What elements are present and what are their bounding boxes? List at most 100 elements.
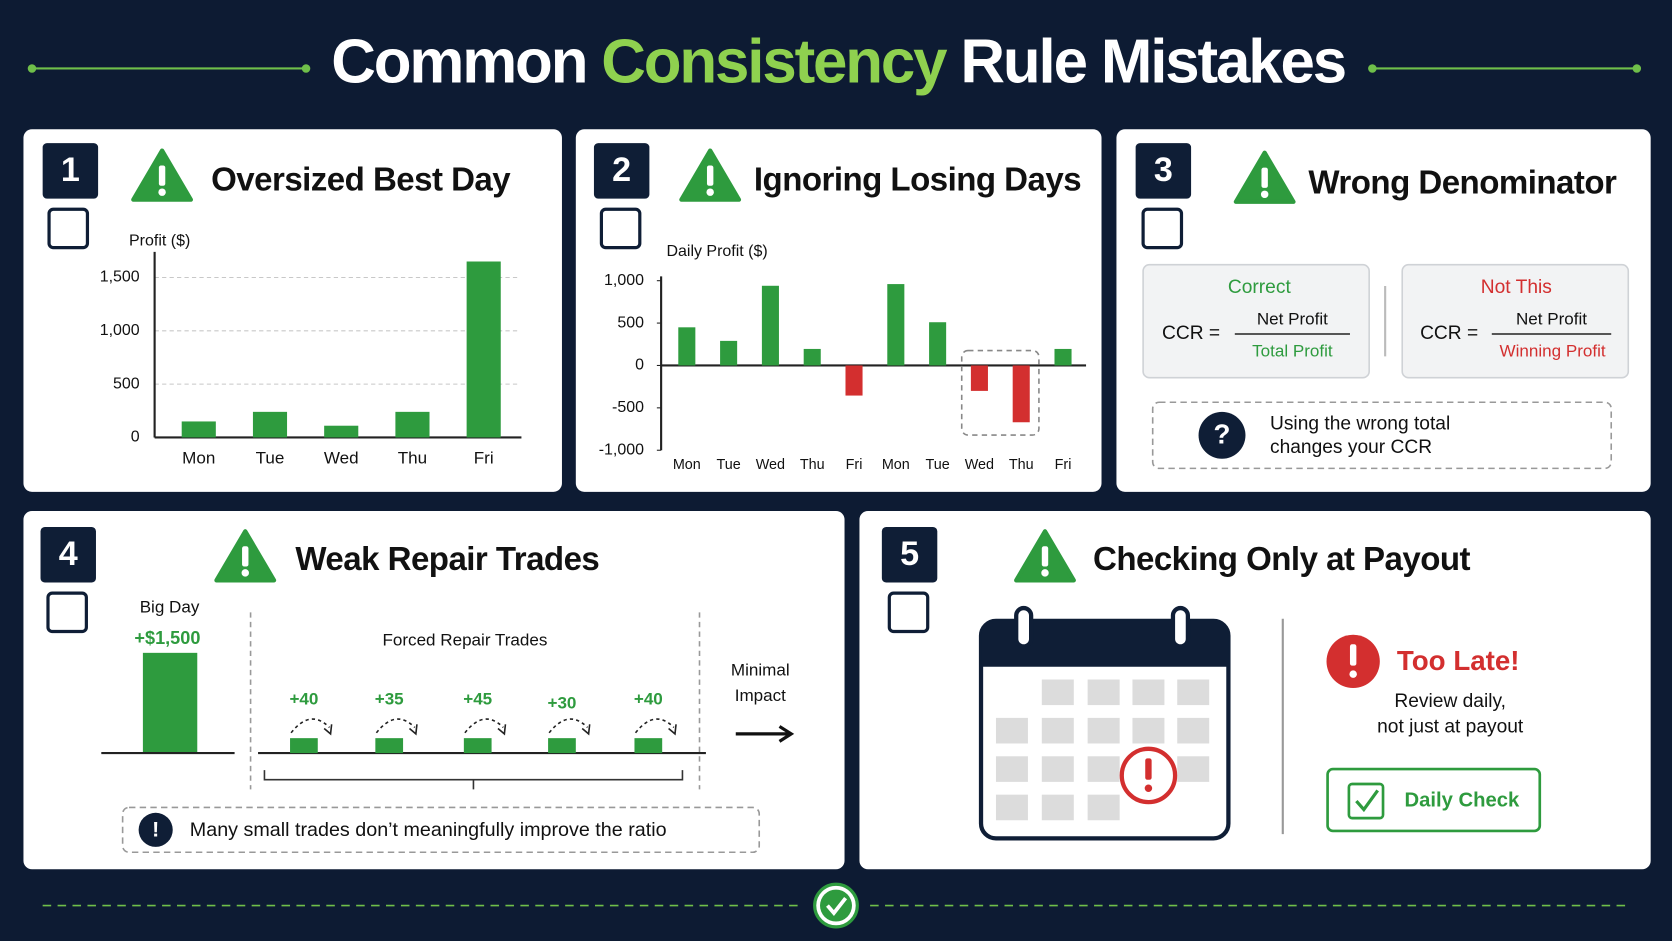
button-label[interactable]: Daily Check [1405,789,1521,811]
note-box [121,806,761,854]
check-mark [1355,789,1379,813]
title-start: Common [331,28,586,97]
card-title: Weak Repair Trades [295,541,599,578]
card-number: 3 [1154,151,1173,189]
note-icon-circle [138,812,173,847]
header-dot [301,64,311,73]
bar [720,340,738,366]
footer-check-mark [826,896,848,916]
alert-mark [1349,670,1357,678]
alert-title: Too Late! [1397,645,1520,676]
panel [1401,263,1630,379]
formula-panel: Correct CCR = Net Profit Total Profit [1142,263,1370,379]
trade-arrowhead [323,724,333,736]
card-title: Checking Only at Payout [1093,541,1471,578]
y-axis-label: Profit ($) [129,232,190,249]
bracket [263,770,684,790]
note-line: changes your CCR [1270,437,1432,458]
formula-lhs: CCR = [1420,323,1478,344]
bar [395,411,430,438]
footer-check [820,889,852,922]
alert-line: Review daily, [1394,691,1506,712]
number-box [42,143,99,199]
trade-bar [463,738,492,754]
x-tick-label: Thu [1009,457,1034,473]
card-number: 1 [61,151,80,189]
bar [252,411,288,438]
checkbox[interactable] [1141,207,1184,250]
bar [466,261,501,438]
checkbox[interactable] [599,207,642,250]
number-box [1135,143,1192,199]
denominator: Total Profit [1252,342,1333,361]
x-tick-label: Fri [474,448,494,467]
x-tick-label: Tue [716,457,740,473]
x-tick-label: Wed [756,457,785,473]
number-box [40,527,96,583]
card-title: Wrong Denominator [1308,164,1617,201]
card [1116,129,1651,492]
y-tick-label: 0 [635,357,644,374]
trade-label: +45 [463,689,492,708]
trade-label: +40 [634,689,663,708]
checkbox[interactable] [887,591,930,634]
alert-mark [1349,644,1357,666]
note-text: Many small trades don’t meaningfully imp… [190,819,667,841]
card-number: 2 [612,151,631,189]
note-icon-circle [1198,411,1246,459]
trade-arrowhead [668,724,677,736]
button-checkbox [1347,782,1385,820]
card-header: 4 Weak Repair Trades [40,527,600,634]
bar [1054,348,1072,366]
checkbox[interactable] [47,207,90,250]
x-tick-label: Fri [1055,457,1072,473]
title-highlight: Consistency [601,28,948,97]
bar-chart: Daily Profit ($) -1,000 -500 0 500 1,000 Mon Tu… [599,243,1087,473]
bar [1012,365,1030,423]
bar [181,421,216,438]
trade-arrow [464,718,504,734]
card-header: 3 Wrong Denominator [1135,143,1618,250]
trade-arrow [290,718,331,734]
header-dot [1632,64,1642,73]
panel-label: Not This [1481,277,1552,298]
trade-arrow [634,718,675,734]
big-day-label: Big Day [140,598,200,617]
impact-line: Minimal [731,660,790,679]
bar [803,348,821,366]
header-dot [27,64,37,73]
denominator: Winning Profit [1500,342,1606,361]
bar [324,425,359,438]
trade-arrowhead [581,724,591,736]
note-icon: ? [1214,419,1231,450]
note-box [1151,401,1613,470]
y-tick-label: 0 [131,429,140,446]
impact-arrow [735,725,795,743]
trade-arrowhead [497,724,507,736]
card-header: 2 Ignoring Losing Days [593,143,1082,250]
trade-bar [290,738,318,754]
trade-arrow [375,718,416,734]
note-line: Using the wrong total [1270,414,1450,435]
bar [887,284,905,366]
x-tick-label: Thu [398,448,427,467]
y-tick-label: 500 [617,314,644,331]
card-title: Oversized Best Day [211,161,511,198]
bar [761,285,779,366]
y-tick-label: 500 [113,375,140,392]
big-day-value: +$1,500 [134,628,200,648]
y-tick-label: -1,000 [599,441,644,458]
checkbox[interactable] [46,591,88,634]
big-day-bar [142,652,198,754]
trade-bar [375,738,404,754]
daily-check-button[interactable]: Daily Check [1326,767,1542,833]
y-tick-label: 1,500 [100,269,140,286]
panel [1142,263,1370,379]
y-axis-label: Daily Profit ($) [666,243,767,260]
bar [678,327,696,366]
header-dot [1368,64,1377,73]
card-header: 5 Checking Only at Payout [881,527,1471,634]
card-number: 4 [59,535,78,573]
